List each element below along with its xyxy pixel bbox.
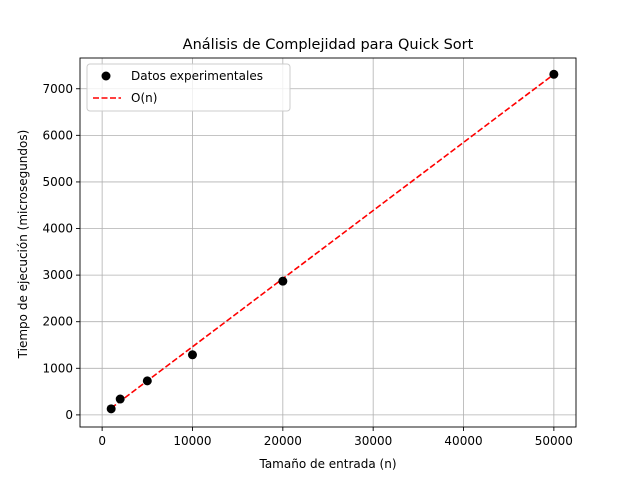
data-point [278, 276, 288, 286]
axes-frame [79, 57, 577, 428]
legend: Datos experimentales O(n) [86, 63, 291, 112]
y-axis-label: Tiempo de ejecución (microsegundos) [16, 130, 30, 360]
x-axis-label: Tamaño de entrada (n) [258, 457, 396, 471]
x-tick-label: 40000 [444, 434, 482, 448]
chart-title: Análisis de Complejidad para Quick Sort [183, 37, 474, 53]
series-line-on [110, 73, 555, 409]
y-tick-label: 5000 [42, 175, 73, 189]
data-point [115, 394, 125, 404]
x-tick-label: 50000 [535, 434, 573, 448]
data-point [187, 350, 197, 360]
x-tick-label: 30000 [354, 434, 392, 448]
x-axis: 0 10000 20000 30000 40000 50000 [98, 427, 573, 448]
plot-area [106, 69, 559, 414]
legend-label-datos: Datos experimentales [131, 69, 263, 83]
y-tick-label: 3000 [42, 268, 73, 282]
legend-label-on: O(n) [131, 91, 157, 105]
data-point [142, 376, 152, 386]
x-tick-label: 20000 [264, 434, 302, 448]
y-tick-label: 6000 [42, 128, 73, 142]
y-tick-label: 0 [65, 408, 73, 422]
x-tick-label: 0 [98, 434, 106, 448]
x-tick-label: 10000 [173, 434, 211, 448]
y-tick-label: 7000 [42, 82, 73, 96]
data-point [549, 69, 559, 79]
legend-box [86, 63, 291, 112]
y-tick-label: 2000 [42, 315, 73, 329]
y-axis: 0 1000 2000 3000 4000 5000 6000 7000 [42, 82, 80, 422]
y-tick-label: 1000 [42, 361, 73, 375]
data-point [106, 404, 116, 414]
grid [80, 58, 576, 427]
y-tick-label: 4000 [42, 222, 73, 236]
legend-marker-datos [101, 71, 111, 81]
